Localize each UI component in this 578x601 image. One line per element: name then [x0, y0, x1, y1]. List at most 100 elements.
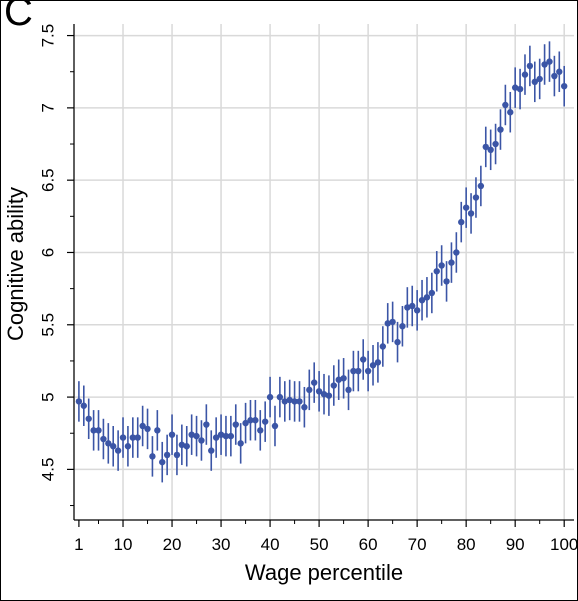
x-tick-label: 30	[212, 535, 231, 554]
x-axis-label: Wage percentile	[244, 560, 404, 585]
data-point	[296, 398, 303, 405]
y-tick-label: 6.5	[39, 168, 58, 192]
data-point	[100, 435, 107, 443]
data-point	[261, 418, 269, 425]
x-tick-label: 50	[310, 535, 329, 554]
data-point	[364, 367, 372, 375]
data-point	[208, 447, 215, 454]
data-point	[266, 393, 274, 401]
data-point	[369, 362, 377, 369]
x-tick-label: 70	[408, 535, 427, 554]
data-point	[124, 443, 132, 450]
data-point	[237, 440, 244, 447]
data-point	[291, 398, 298, 405]
data-point	[374, 359, 382, 366]
data-point	[492, 140, 499, 148]
data-point	[227, 432, 235, 440]
data-point	[325, 392, 333, 399]
data-point	[114, 447, 122, 454]
data-point	[168, 431, 176, 438]
data-point	[389, 318, 396, 326]
data-point	[472, 194, 480, 201]
data-point	[487, 146, 494, 154]
y-tick-label: 6	[39, 248, 58, 257]
data-point	[163, 451, 171, 459]
data-point	[541, 61, 548, 68]
data-point	[320, 390, 328, 398]
data-point	[546, 58, 553, 65]
data-point	[232, 421, 239, 428]
data-point	[551, 72, 558, 80]
data-point	[80, 402, 88, 409]
data-point	[443, 278, 450, 285]
x-tick-label: 80	[457, 535, 476, 554]
data-point	[188, 431, 195, 438]
data-point	[511, 84, 519, 91]
data-point	[222, 432, 230, 440]
data-point	[477, 182, 485, 190]
data-point	[242, 419, 249, 427]
data-point	[350, 367, 357, 375]
data-point	[75, 398, 83, 405]
data-point	[448, 259, 455, 266]
data-point	[301, 404, 308, 411]
data-point	[458, 218, 465, 226]
data-point	[467, 210, 475, 217]
grid	[73, 24, 574, 520]
data-point	[286, 396, 293, 404]
x-tick-label: 10	[114, 535, 133, 554]
data-point	[384, 320, 391, 327]
data-point	[173, 451, 181, 459]
data-point	[149, 453, 156, 460]
data-point	[310, 379, 318, 386]
data-points	[75, 41, 568, 483]
data-point	[418, 296, 426, 304]
data-point	[110, 443, 117, 450]
data-point	[281, 398, 288, 405]
data-point	[335, 376, 342, 383]
data-point	[404, 304, 411, 311]
data-point	[531, 78, 538, 86]
data-point	[257, 427, 264, 434]
y-tick-label: 5	[39, 392, 58, 401]
data-point	[516, 85, 524, 93]
data-point	[507, 109, 514, 116]
data-point	[526, 62, 534, 70]
data-point	[134, 434, 141, 441]
data-point	[85, 415, 92, 422]
data-point	[413, 307, 421, 314]
data-point	[95, 427, 102, 434]
data-point	[139, 422, 146, 430]
tick-labels: 1 10 20 30 40 50 60 70 80 90 100 4.5 5 5.5 6 6.5 7 7.5	[39, 24, 578, 554]
y-tick-label: 7	[39, 103, 58, 112]
panel-label: C	[4, 0, 33, 34]
data-point	[154, 427, 161, 434]
x-tick-label: 90	[506, 535, 525, 554]
data-point	[345, 386, 352, 394]
data-point	[521, 71, 529, 78]
data-point	[129, 434, 137, 441]
y-tick-label: 7.5	[39, 24, 58, 48]
x-tick-label: 100	[550, 535, 578, 554]
y-tick-label: 4.5	[39, 458, 58, 482]
data-point	[428, 289, 436, 297]
data-point	[556, 68, 563, 75]
data-point	[212, 434, 220, 441]
data-point	[409, 302, 416, 310]
data-point	[271, 422, 279, 430]
data-point	[433, 268, 440, 275]
data-point	[399, 323, 406, 330]
data-point	[497, 126, 504, 133]
data-point	[198, 437, 205, 444]
data-point	[306, 386, 313, 394]
data-point	[360, 356, 367, 363]
data-point	[105, 440, 112, 447]
data-point	[536, 75, 543, 83]
data-point	[423, 294, 431, 301]
data-point	[119, 434, 127, 441]
data-point	[379, 343, 387, 350]
data-point	[144, 425, 151, 433]
data-point	[340, 375, 347, 382]
data-point	[355, 367, 362, 375]
